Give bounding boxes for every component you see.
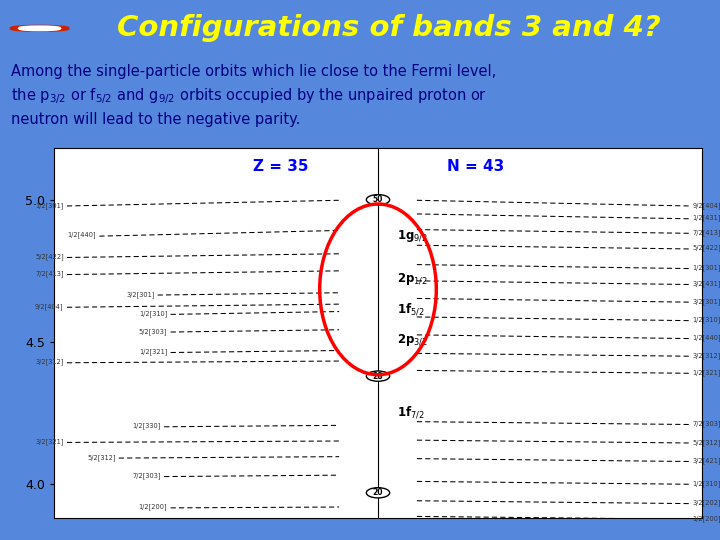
- Text: 1f$_{7/2}$: 1f$_{7/2}$: [397, 404, 425, 420]
- Text: 5/2[422]: 5/2[422]: [693, 245, 720, 252]
- Text: 3/2[312]: 3/2[312]: [693, 352, 720, 359]
- Text: 1/2[301]: 1/2[301]: [35, 202, 63, 209]
- Text: 28: 28: [373, 372, 383, 381]
- Text: 3/2[301]: 3/2[301]: [126, 291, 154, 298]
- Text: 1/2[310]: 1/2[310]: [693, 316, 720, 323]
- Text: Z = 35: Z = 35: [253, 159, 309, 174]
- Text: 1/2[301]: 1/2[301]: [693, 264, 720, 271]
- Text: 3/2[421]: 3/2[421]: [693, 457, 720, 464]
- Circle shape: [366, 194, 390, 205]
- Text: 7/2[303]: 7/2[303]: [132, 472, 161, 479]
- Text: 7/2[413]: 7/2[413]: [35, 271, 63, 277]
- Circle shape: [366, 371, 390, 381]
- Text: 1/2[321]: 1/2[321]: [693, 369, 720, 376]
- Text: 3/2[431]: 3/2[431]: [693, 280, 720, 287]
- Text: 50: 50: [373, 195, 383, 204]
- Text: 9/2[404]: 9/2[404]: [693, 202, 720, 209]
- Text: 1/2[440]: 1/2[440]: [68, 232, 96, 238]
- Text: 3/2[301]: 3/2[301]: [693, 298, 720, 305]
- Text: 3/2[321]: 3/2[321]: [35, 438, 63, 445]
- Text: Configurations of bands 3 and 4?: Configurations of bands 3 and 4?: [117, 15, 661, 42]
- Text: 5/2[312]: 5/2[312]: [693, 439, 720, 446]
- Text: Among the single-particle orbits which lie close to the Fermi level,
the p$_{3/2: Among the single-particle orbits which l…: [11, 64, 496, 127]
- Text: 1/2[321]: 1/2[321]: [139, 348, 167, 355]
- Text: 1/2[310]: 1/2[310]: [139, 310, 167, 317]
- Text: 3/2[312]: 3/2[312]: [35, 359, 63, 365]
- Text: 7/2[303]: 7/2[303]: [693, 420, 720, 427]
- Text: 1/2[440]: 1/2[440]: [693, 334, 720, 341]
- Text: 5/2[303]: 5/2[303]: [139, 328, 167, 335]
- Text: 1/2[330]: 1/2[330]: [132, 422, 161, 429]
- Text: N = 43: N = 43: [446, 159, 504, 174]
- Text: 1/2[200]: 1/2[200]: [693, 515, 720, 522]
- Text: 3/2[202]: 3/2[202]: [693, 500, 720, 506]
- Text: 9/2[404]: 9/2[404]: [35, 303, 63, 310]
- Text: 7/2[413]: 7/2[413]: [693, 229, 720, 236]
- Text: 1f$_{5/2}$: 1f$_{5/2}$: [397, 301, 425, 317]
- Text: 5/2[422]: 5/2[422]: [35, 253, 63, 260]
- Text: 1/2[200]: 1/2[200]: [139, 504, 167, 510]
- Circle shape: [366, 488, 390, 498]
- Text: 1g$_{9/2}$: 1g$_{9/2}$: [397, 229, 428, 245]
- Text: 1/2[310]: 1/2[310]: [693, 480, 720, 487]
- Circle shape: [9, 26, 70, 31]
- Text: 20: 20: [373, 488, 383, 497]
- Text: 2p$_{1/2}$: 2p$_{1/2}$: [397, 272, 428, 287]
- Text: 2p$_{3/2}$: 2p$_{3/2}$: [397, 333, 428, 348]
- Text: 5/2[312]: 5/2[312]: [87, 454, 115, 461]
- Text: 1/2[431]: 1/2[431]: [693, 214, 720, 221]
